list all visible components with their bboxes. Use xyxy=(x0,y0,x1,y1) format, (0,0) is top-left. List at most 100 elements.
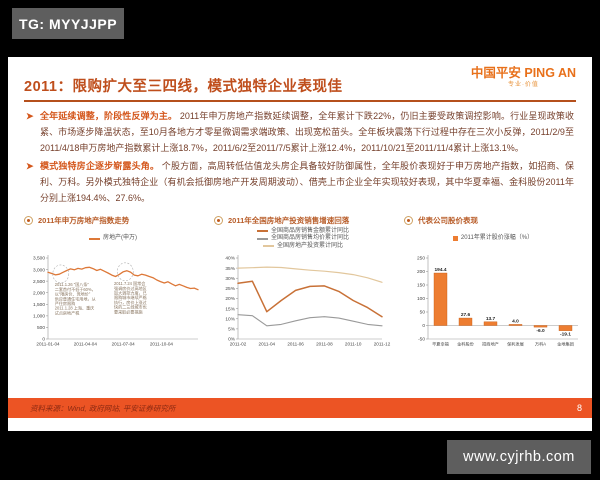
slide: 2011：限购扩大至三四线，模式独特企业表现佳 中国平安 PING AN 专业·… xyxy=(8,57,592,431)
svg-text:2,500: 2,500 xyxy=(33,278,45,284)
legend-item: 房地产(申万) xyxy=(89,235,137,242)
legend-swatch-icon xyxy=(89,237,100,240)
svg-text:-50: -50 xyxy=(418,336,425,342)
svg-text:250: 250 xyxy=(417,255,425,261)
chart-panel-national-growth: 2011年全国房地产投资销售增速回落 全国商品房销售金额累计同比 全国商品房销售均… xyxy=(212,214,394,399)
legend-label: 全国房地产投资累计同比 xyxy=(276,242,343,249)
bullet-lead: 全年延续调整，阶段性反弹为主。 xyxy=(40,111,178,121)
svg-text:3,500: 3,500 xyxy=(33,255,45,261)
bullseye-icon xyxy=(404,215,413,225)
pingan-logo-text: 中国平安 PING AN xyxy=(470,66,576,81)
line-chart-national-growth: 0% 5% 10% 15% 20% 25% 30% 35% 40% 2011-02 2011-04 2… xyxy=(225,254,391,346)
bar-chart-stock-performance: -50 0 50 100 150 200 250 194.4 华夏幸福 27.6 金科股份 13.7 招… xyxy=(417,254,578,347)
svg-text:万科A: 万科A xyxy=(535,340,546,347)
svg-text:-19.1: -19.1 xyxy=(560,331,571,337)
svg-text:1,000: 1,000 xyxy=(33,313,45,319)
svg-text:0%: 0% xyxy=(228,336,236,342)
legend-item: 2011年累计股价涨幅（%） xyxy=(452,235,534,242)
svg-text:20%: 20% xyxy=(225,296,235,302)
pingan-logo-en: PING AN xyxy=(524,66,576,80)
legend-swatch-icon xyxy=(256,237,268,240)
bullseye-icon xyxy=(214,215,223,225)
svg-text:2011-12: 2011-12 xyxy=(374,341,391,346)
svg-text:194.4: 194.4 xyxy=(434,267,446,273)
svg-text:2011-04: 2011-04 xyxy=(259,341,276,346)
slide-header: 2011：限购扩大至三四线，模式独特企业表现佳 中国平安 PING AN 专业·… xyxy=(8,57,592,96)
bullet-list: ➤ 全年延续调整，阶段性反弹为主。 2011年申万房地产指数延续调整，全年累计下… xyxy=(8,102,592,210)
svg-text:2011-02: 2011-02 xyxy=(230,341,247,346)
pingan-logo-cn: 中国平安 xyxy=(470,66,521,80)
slide-bottom-margin xyxy=(8,418,592,431)
legend-label: 房地产(申万) xyxy=(103,235,137,242)
chart-title-row: 代表公司股价表现 xyxy=(402,214,584,227)
legend-swatch-icon xyxy=(452,236,458,241)
svg-text:2011.1.26 “国八条”二套首付不低于60%，以“限房: 2011.1.26 “国八条”二套首付不低于60%，以“限房价、竞地价”供应普通… xyxy=(55,281,96,315)
chart-title-row: 2011年全国房地产投资销售增速回落 xyxy=(212,214,394,227)
svg-text:30%: 30% xyxy=(225,275,235,281)
bullseye-icon xyxy=(24,215,33,225)
svg-text:3,000: 3,000 xyxy=(33,267,45,273)
chart-panel-sw-index: 2011年申万房地产指数走势 房地产(申万) 0 500 1,000 1,500 2,0… xyxy=(22,214,204,399)
svg-text:金地集团: 金地集团 xyxy=(557,340,574,347)
charts-row: 2011年申万房地产指数走势 房地产(申万) 0 500 1,000 1,500 2,0… xyxy=(8,210,592,399)
arrow-bullet-icon: ➤ xyxy=(26,161,34,172)
svg-text:100: 100 xyxy=(417,296,425,302)
svg-text:2011-07-04: 2011-07-04 xyxy=(112,341,136,346)
svg-text:200: 200 xyxy=(417,269,425,275)
svg-text:2011.7.24 国常会强调房价过高地区加大调控力度，已限: 2011.7.24 国常会强调房价过高地区加大调控力度，已限购城市继续严格执行，… xyxy=(114,280,147,314)
svg-text:2011-06: 2011-06 xyxy=(287,341,304,346)
chart-legend: 全国商品房销售金额累计同比 全国商品房销售均价累计同比 全国房地产投资累计同比 xyxy=(212,227,394,251)
website-watermark-label: www.cyjrhb.com xyxy=(463,449,575,465)
svg-text:2011-04-04: 2011-04-04 xyxy=(74,341,98,346)
svg-text:50: 50 xyxy=(420,309,426,315)
svg-text:13.7: 13.7 xyxy=(486,316,496,322)
pingan-logo: 中国平安 PING AN 专业·价值 xyxy=(470,66,576,88)
telegram-watermark-label: TG: MYYJJPP xyxy=(18,15,118,32)
bullet-lead: 模式独特房企逐步崭露头角。 xyxy=(40,161,160,172)
svg-text:招商地产: 招商地产 xyxy=(482,340,499,347)
legend-item: 全国商品房销售金额累计同比 xyxy=(256,227,349,235)
svg-text:15%: 15% xyxy=(225,306,235,312)
legend-item: 全国房地产投资累计同比 xyxy=(262,242,343,250)
pingan-logo-tagline: 专业·价值 xyxy=(507,81,539,88)
bullet-paragraph-1: ➤ 全年延续调整，阶段性反弹为主。 2011年申万房地产指数延续调整，全年累计下… xyxy=(26,109,574,156)
slide-footer: 资料来源：Wind, 政府网站, 平安证券研究所 8 xyxy=(8,398,592,418)
svg-text:150: 150 xyxy=(417,282,425,288)
legend-label: 2011年累计股价涨幅（%） xyxy=(460,235,534,242)
legend-swatch-icon xyxy=(256,229,268,232)
chart-panel-stock-performance: 代表公司股价表现 2011年累计股价涨幅（%） -50 0 50 100 150 200 2… xyxy=(402,214,584,399)
svg-text:保利发展: 保利发展 xyxy=(507,340,525,347)
legend-item: 全国商品房销售均价累计同比 xyxy=(256,235,349,242)
svg-text:0: 0 xyxy=(422,323,425,329)
svg-text:2011-10: 2011-10 xyxy=(345,341,362,346)
svg-text:-6.0: -6.0 xyxy=(536,328,545,334)
page-number: 8 xyxy=(576,403,582,413)
chart-title-row: 2011年申万房地产指数走势 xyxy=(22,214,204,227)
svg-text:2,000: 2,000 xyxy=(33,290,45,296)
chart-title: 2011年全国房地产投资销售增速回落 xyxy=(228,215,350,225)
bullet-body: 2011年申万房地产指数延续调整，全年累计下跌22%，仍旧主要受政策调控影响。行… xyxy=(40,111,574,153)
chart-title: 代表公司股价表现 xyxy=(418,215,478,225)
website-watermark: www.cyjrhb.com xyxy=(447,440,591,474)
legend-label: 全国商品房销售均价累计同比 xyxy=(270,235,349,242)
arrow-bullet-icon: ➤ xyxy=(26,111,34,121)
title-divider xyxy=(24,100,576,102)
svg-text:2011-08: 2011-08 xyxy=(316,341,333,346)
bullet-body: 个股方面，高周转低估值龙头房企具备较好防御属性，全年股价表现好于申万房地产指数，… xyxy=(40,161,574,203)
chart-legend: 2011年累计股价涨幅（%） xyxy=(402,227,584,251)
svg-text:2011-10-04: 2011-10-04 xyxy=(150,341,174,346)
svg-text:10%: 10% xyxy=(225,316,235,322)
svg-text:1,500: 1,500 xyxy=(33,301,45,307)
legend-swatch-icon xyxy=(262,245,274,248)
svg-text:500: 500 xyxy=(37,325,45,331)
chart-title: 2011年申万房地产指数走势 xyxy=(38,215,130,225)
svg-text:35%: 35% xyxy=(225,265,235,271)
chart-legend: 房地产(申万) xyxy=(22,227,204,251)
svg-text:2011-01-04: 2011-01-04 xyxy=(36,341,60,346)
svg-text:0: 0 xyxy=(42,336,45,342)
svg-text:40%: 40% xyxy=(225,255,235,261)
page-title: 2011：限购扩大至三四线，模式独特企业表现佳 xyxy=(24,79,343,95)
svg-text:25%: 25% xyxy=(225,286,235,292)
legend-label: 全国商品房销售金额累计同比 xyxy=(270,227,349,234)
svg-text:金科股份: 金科股份 xyxy=(457,340,475,347)
